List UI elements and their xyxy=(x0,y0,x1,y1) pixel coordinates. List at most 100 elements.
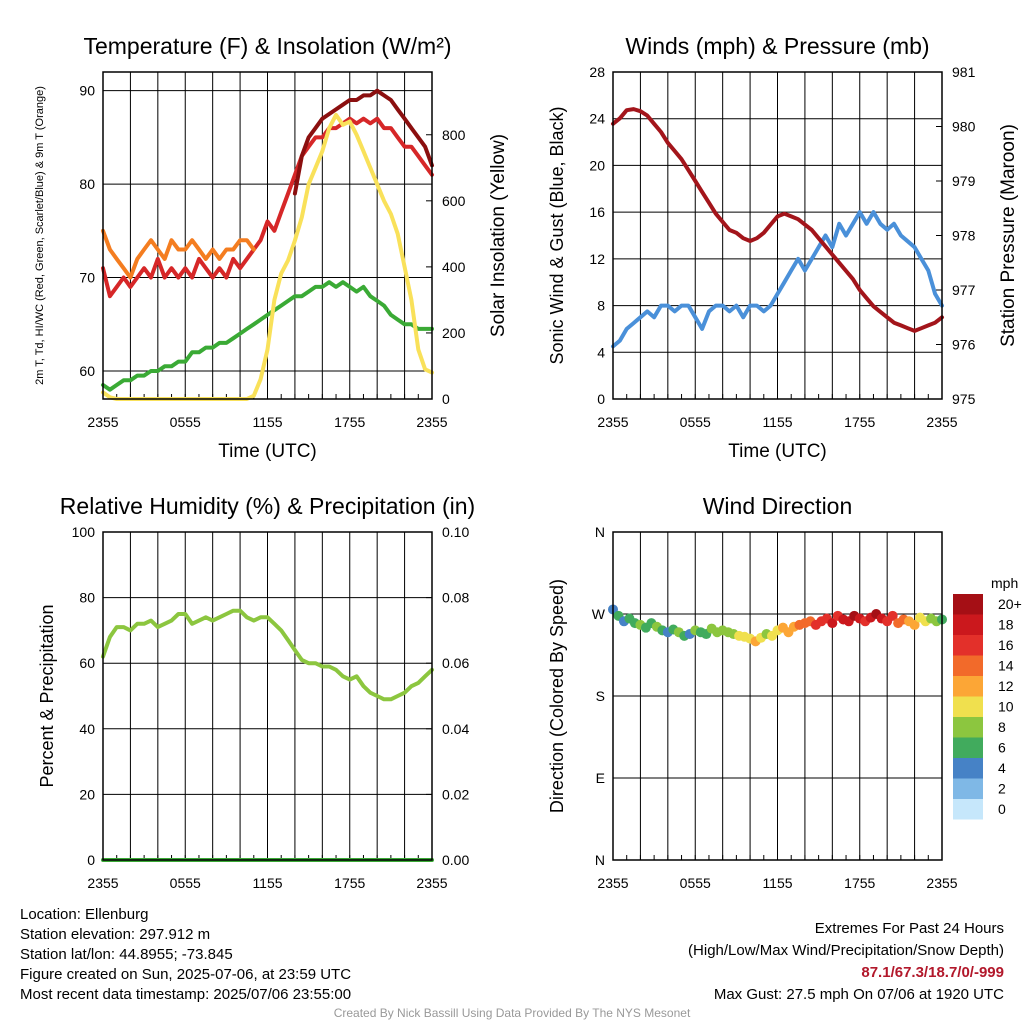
y-tick-label: W xyxy=(592,606,606,622)
y2-tick-label: 981 xyxy=(952,64,976,80)
legend-swatch xyxy=(953,676,983,697)
station-info: Location: Ellenburg Station elevation: 2… xyxy=(20,905,351,1005)
y2-axis-label: Station Pressure (Maroon) xyxy=(998,124,1019,347)
credit-text: Created By Nick Bassill Using Data Provi… xyxy=(333,1006,691,1020)
y2-tick-label: 975 xyxy=(952,391,976,407)
y-tick-label: 70 xyxy=(79,270,95,286)
chart-title: Temperature (F) & Insolation (W/m²) xyxy=(83,33,451,59)
plot-frame xyxy=(102,71,433,400)
x-tick-label: 2355 xyxy=(87,875,118,891)
y-tick-label: 40 xyxy=(79,721,95,737)
y-tick-label: 4 xyxy=(597,344,605,360)
y2-tick-label: 600 xyxy=(442,193,466,209)
legend-swatch xyxy=(953,594,983,615)
legend-label: 20+ xyxy=(998,596,1022,612)
x-tick-label: 0555 xyxy=(170,875,201,891)
extremes-values: 87.1/67.3/18.7/0/-999 xyxy=(861,964,1004,981)
legend-swatch xyxy=(953,799,983,820)
x-tick-label: 1155 xyxy=(252,875,282,891)
chart-panel-3: Relative Humidity (%) & Precipitation (i… xyxy=(37,493,475,891)
legend-label: 4 xyxy=(998,760,1006,776)
x-tick-label: 0555 xyxy=(680,875,711,891)
x-tick-label: 1755 xyxy=(334,875,365,891)
y-tick-label: 20 xyxy=(79,786,95,802)
max-gust-text: Max Gust: 27.5 mph On 07/06 at 1920 UTC xyxy=(713,986,1004,1003)
y2-tick-label: 977 xyxy=(952,282,976,298)
y2-tick-label: 0.08 xyxy=(442,590,469,606)
y2-tick-label: 980 xyxy=(952,119,976,135)
x-tick-label: 2355 xyxy=(926,414,957,430)
x-tick-label: 2355 xyxy=(416,414,447,430)
chart-panel-4: Wind Direction N E S W N 2355 0555 1155 1755 2355 D… xyxy=(547,493,1022,891)
legend-label: 2 xyxy=(998,781,1006,797)
wind-direction-point xyxy=(887,610,898,621)
series-line-2 xyxy=(611,107,944,333)
plot-frame xyxy=(612,531,943,861)
x-tick-label: 1755 xyxy=(334,414,365,430)
wind-direction-point xyxy=(827,618,838,629)
plot-frame xyxy=(612,71,943,400)
y-tick-label: 0 xyxy=(87,852,95,868)
legend-label: 8 xyxy=(998,719,1006,735)
wind-direction-point xyxy=(909,619,920,630)
y-tick-label: N xyxy=(595,524,605,540)
y-tick-label: 80 xyxy=(79,176,95,192)
legend-label: 16 xyxy=(998,637,1014,653)
legend-label: 6 xyxy=(998,740,1006,756)
legend-swatch xyxy=(953,696,983,717)
y2-tick-label: 0.06 xyxy=(442,655,469,671)
y-tick-label: 60 xyxy=(79,655,95,671)
y-tick-label: 0 xyxy=(597,391,605,407)
plot-frame xyxy=(102,531,433,861)
y2-tick-label: 0.00 xyxy=(442,852,469,868)
series-line-3 xyxy=(101,280,434,392)
y2-tick-label: 0.02 xyxy=(442,786,469,802)
legend-swatch xyxy=(953,758,983,779)
y2-tick-label: 0.10 xyxy=(442,524,469,540)
y-tick-label: 28 xyxy=(589,64,605,80)
x-tick-label: 2355 xyxy=(416,875,447,891)
y-tick-label: 24 xyxy=(589,111,605,127)
legend-title: mph xyxy=(991,575,1018,591)
extremes-title: Extremes For Past 24 Hours xyxy=(814,920,1004,937)
latlon-text: Station lat/lon: 44.8955; -73.845 xyxy=(20,946,233,963)
y2-tick-label: 978 xyxy=(952,228,976,244)
y-axis-label: 2m T, Td, HI/WC (Red, Green, Scarlet/Blu… xyxy=(34,86,46,385)
legend-swatch xyxy=(953,778,983,799)
legend-swatch xyxy=(953,737,983,758)
x-tick-label: 2355 xyxy=(597,414,628,430)
y2-tick-label: 979 xyxy=(952,173,976,189)
y-tick-label: 90 xyxy=(79,83,95,99)
y-axis-label: Sonic Wind & Gust (Blue, Black) xyxy=(547,106,567,364)
chart-panel-1: Temperature (F) & Insolation (W/m²) 60 70 8… xyxy=(34,33,509,462)
x-tick-label: 1155 xyxy=(762,414,792,430)
y-tick-label: 12 xyxy=(589,251,605,267)
chart-title: Wind Direction xyxy=(703,493,853,519)
x-tick-label: 1755 xyxy=(844,875,875,891)
y-axis-label: Direction (Colored By Speed) xyxy=(547,579,567,813)
x-axis-label: Time (UTC) xyxy=(728,441,827,462)
x-tick-label: 2355 xyxy=(926,875,957,891)
x-tick-label: 1155 xyxy=(762,875,792,891)
series-line-2 xyxy=(101,228,256,280)
y2-tick-label: 400 xyxy=(442,259,466,275)
y2-tick-label: 800 xyxy=(442,127,466,143)
x-tick-label: 1755 xyxy=(844,414,875,430)
y-tick-label: 20 xyxy=(589,157,605,173)
y-tick-label: 80 xyxy=(79,590,95,606)
y-tick-label: N xyxy=(595,852,605,868)
y2-tick-label: 200 xyxy=(442,325,466,341)
location-text: Location: Ellenburg xyxy=(20,906,149,923)
series-line-1 xyxy=(611,210,944,349)
y2-tick-label: 976 xyxy=(952,337,976,353)
legend-label: 12 xyxy=(998,678,1014,694)
y-tick-label: 60 xyxy=(79,363,95,379)
legend-label: 18 xyxy=(998,617,1014,633)
y-tick-label: 100 xyxy=(72,524,96,540)
chart-panel-2: Winds (mph) & Pressure (mb) 0 4 8 12 16 20 24 28… xyxy=(547,33,1019,462)
y-tick-label: E xyxy=(596,770,605,786)
y-tick-label: S xyxy=(596,688,605,704)
x-tick-label: 2355 xyxy=(597,875,628,891)
legend-swatch xyxy=(953,614,983,635)
